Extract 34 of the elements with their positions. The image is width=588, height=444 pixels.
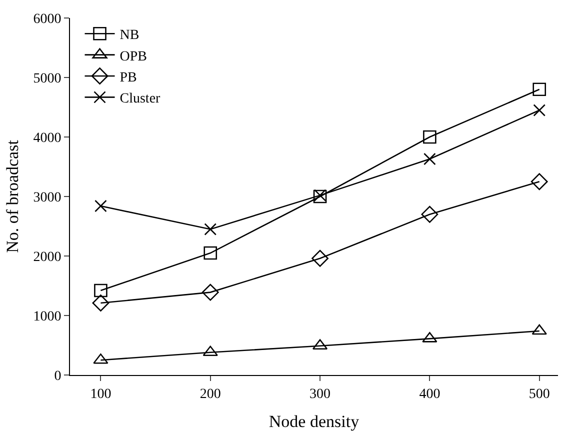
point	[204, 223, 217, 236]
point	[532, 82, 546, 96]
point	[202, 346, 218, 356]
point	[94, 200, 107, 212]
y-tick-label: 1000	[33, 309, 62, 324]
point	[424, 152, 436, 166]
point	[204, 246, 218, 260]
y-tick-label: 3000	[33, 190, 62, 206]
x-tick-label: 300	[310, 386, 331, 402]
point	[312, 250, 328, 267]
y-tick-label: 2000	[33, 250, 62, 265]
y-tick-label: 0	[54, 368, 62, 384]
point	[92, 294, 110, 312]
x-tick-label: 200	[200, 386, 221, 402]
point	[533, 104, 546, 116]
point	[530, 173, 548, 190]
point	[421, 206, 438, 223]
point	[94, 284, 108, 298]
point	[93, 353, 108, 364]
x-tick-label: 400	[419, 386, 440, 402]
point	[202, 284, 219, 301]
y-tick-label: 4000	[33, 130, 62, 146]
y-tick-label: 5000	[33, 71, 62, 86]
legend-label: NB	[120, 28, 140, 44]
x-tick-label: 100	[90, 386, 112, 402]
legend-label: OPB	[120, 49, 147, 64]
point	[423, 130, 436, 144]
y-tick-label: 6000	[33, 12, 62, 27]
y-axis-title: No. of broadcast	[2, 140, 22, 253]
x-tick-label: 500	[528, 386, 550, 402]
point	[532, 324, 547, 335]
legend-label: Cluster	[120, 92, 161, 107]
legend-label: PB	[120, 70, 137, 86]
x-axis-title: Node density	[268, 412, 360, 432]
